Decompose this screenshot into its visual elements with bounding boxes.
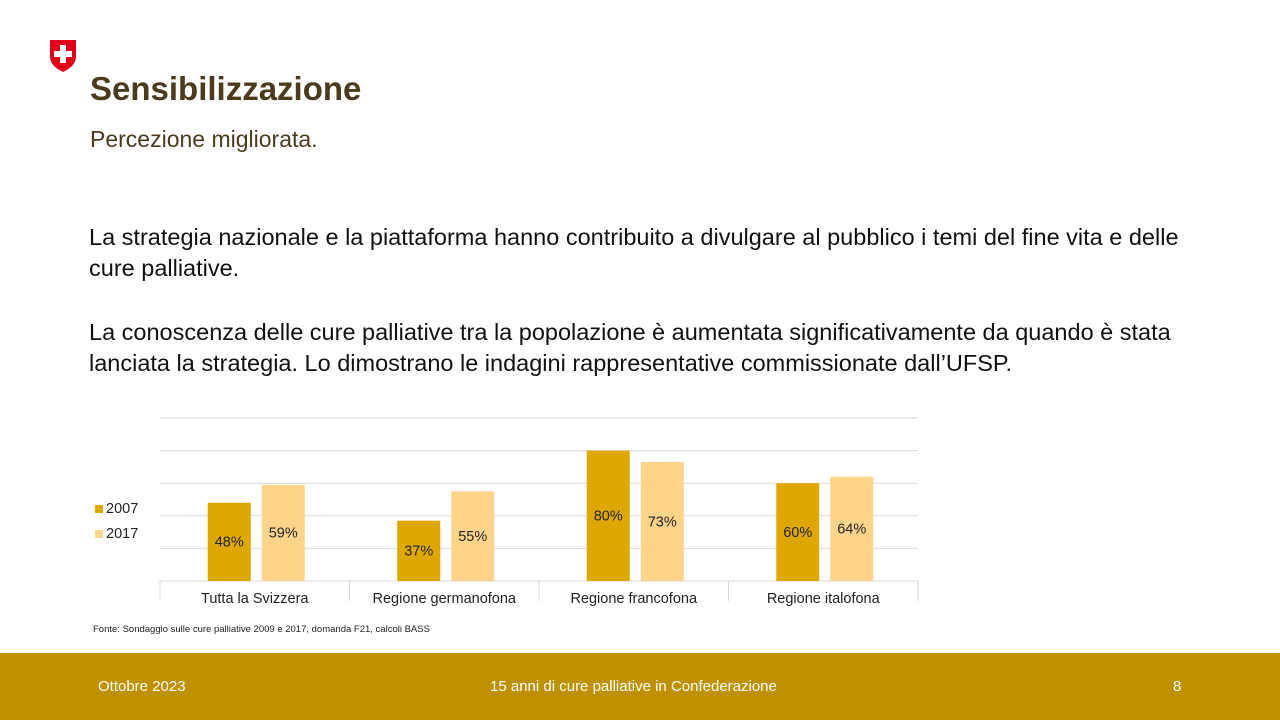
subtitle: Percezione migliorata. bbox=[90, 126, 318, 152]
footer-date: Ottobre 2023 bbox=[98, 678, 186, 695]
bar bbox=[830, 476, 874, 581]
footer: Ottobre 2023 15 anni di cure palliative … bbox=[0, 653, 1280, 720]
swiss-logo bbox=[50, 40, 76, 72]
x-tick-label: Regione germanofona bbox=[373, 591, 517, 607]
bar bbox=[261, 484, 305, 581]
value-label: 48% bbox=[215, 535, 244, 551]
footer-title: 15 anni di cure palliative in Confederaz… bbox=[490, 678, 777, 695]
value-label: 37% bbox=[404, 544, 433, 560]
bar bbox=[207, 502, 251, 581]
paragraph: La strategia nazionale e la piattaforma … bbox=[89, 224, 1179, 281]
bar bbox=[397, 520, 441, 581]
legend-swatch bbox=[95, 505, 103, 513]
page-number: 8 bbox=[1173, 678, 1182, 695]
value-label: 80% bbox=[594, 509, 623, 525]
x-tick-label: Regione francofona bbox=[570, 591, 697, 607]
legend-swatch bbox=[95, 530, 103, 538]
source-note: Fonte: Sondaggio sulle cure palliative 2… bbox=[93, 624, 430, 635]
x-tick-label: Tutta la Svizzera bbox=[201, 591, 309, 607]
value-label: 59% bbox=[269, 526, 298, 542]
value-label: 60% bbox=[783, 525, 812, 541]
chart: Tutta la Svizzera 48% 59% Regione germanofo… bbox=[95, 417, 919, 607]
x-tick-label: Regione italofona bbox=[767, 591, 881, 607]
bar bbox=[776, 483, 820, 581]
value-label: 64% bbox=[837, 522, 866, 538]
title: Sensibilizzazione bbox=[90, 70, 362, 107]
bar bbox=[451, 491, 495, 581]
legend-label: 2017 bbox=[106, 526, 138, 542]
bar bbox=[586, 450, 630, 581]
value-label: 73% bbox=[648, 514, 677, 530]
legend-label: 2007 bbox=[106, 501, 138, 517]
value-label: 55% bbox=[458, 529, 487, 545]
paragraph: La conoscenza delle cure palliative tra … bbox=[89, 319, 1171, 376]
bar bbox=[640, 462, 684, 581]
